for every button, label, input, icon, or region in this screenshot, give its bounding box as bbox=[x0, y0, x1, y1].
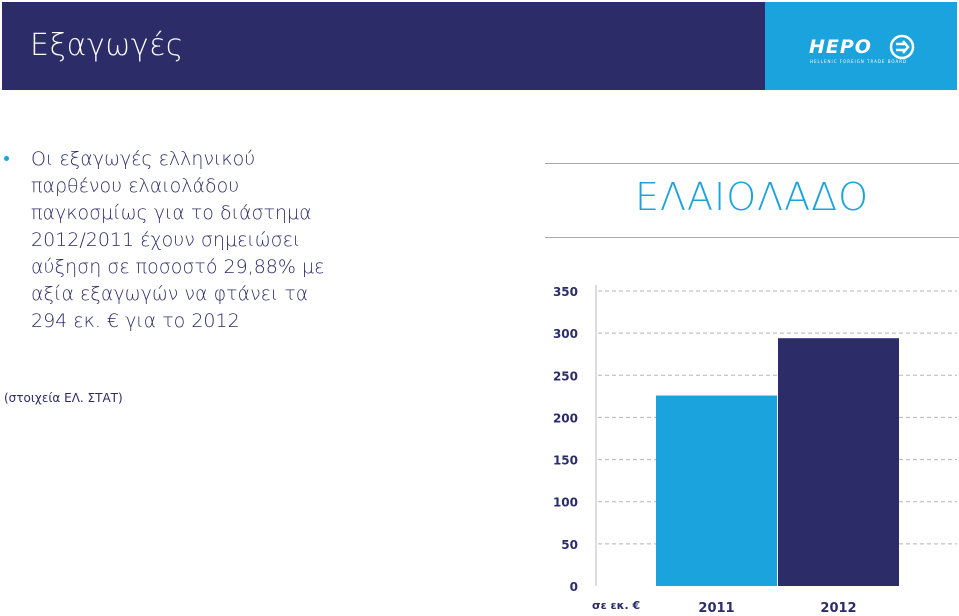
bullet-line: 2012/2011 έχουν σημειώσει bbox=[31, 229, 301, 251]
y-tick-label: 0 bbox=[570, 580, 578, 594]
bullet-line: αύξηση σε ποσοστό 29,88% με bbox=[31, 256, 325, 278]
page-title: Εξαγωγές bbox=[30, 28, 184, 63]
hepo-logo: HEPO HELLENIC FOREIGN TRADE BOARD bbox=[765, 2, 957, 90]
bar-2011 bbox=[656, 395, 777, 586]
x-tick-label: 2012 bbox=[820, 601, 856, 616]
bullet-line: παγκοσμίως για το διάστημα bbox=[31, 202, 312, 224]
x-axis-label: σε εκ. € bbox=[592, 599, 640, 612]
bullet-line: Οι εξαγωγές ελληνικού bbox=[31, 148, 256, 170]
y-tick-label: 50 bbox=[561, 538, 578, 552]
logo-text: HEPO bbox=[809, 36, 872, 58]
y-tick-label: 250 bbox=[553, 369, 578, 383]
chart-top-rule bbox=[545, 163, 959, 164]
y-tick-label: 100 bbox=[553, 496, 578, 510]
bullet-line: αξία εξαγωγών να φτάνει τα bbox=[31, 283, 309, 305]
chart-title: ΕΛΑΙΟΛΑΔΟ bbox=[634, 175, 869, 219]
bullet-icon bbox=[4, 156, 9, 161]
bullet-line: παρθένου ελαιολάδου bbox=[31, 175, 240, 197]
y-tick-label: 200 bbox=[553, 411, 578, 425]
header-bar: Εξαγωγές HEPO HELLENIC FOREIGN TRADE BOA… bbox=[2, 2, 957, 90]
arrow-logo-icon bbox=[889, 34, 915, 60]
logo-subtitle: HELLENIC FOREIGN TRADE BOARD bbox=[810, 59, 908, 64]
y-tick-label: 350 bbox=[553, 285, 578, 299]
x-tick-label: 2011 bbox=[698, 601, 734, 616]
source-note: (στοιχεία ΕΛ. ΣΤΑΤ) bbox=[4, 391, 123, 405]
bar-2012 bbox=[778, 338, 899, 586]
y-tick-label: 150 bbox=[553, 454, 578, 468]
chart-title-rule bbox=[545, 237, 959, 238]
bullet-paragraph: Οι εξαγωγές ελληνικού παρθένου ελαιολάδο… bbox=[31, 146, 351, 335]
y-tick-label: 300 bbox=[553, 327, 578, 341]
bullet-line: 294 εκ. € για το 2012 bbox=[31, 310, 240, 332]
